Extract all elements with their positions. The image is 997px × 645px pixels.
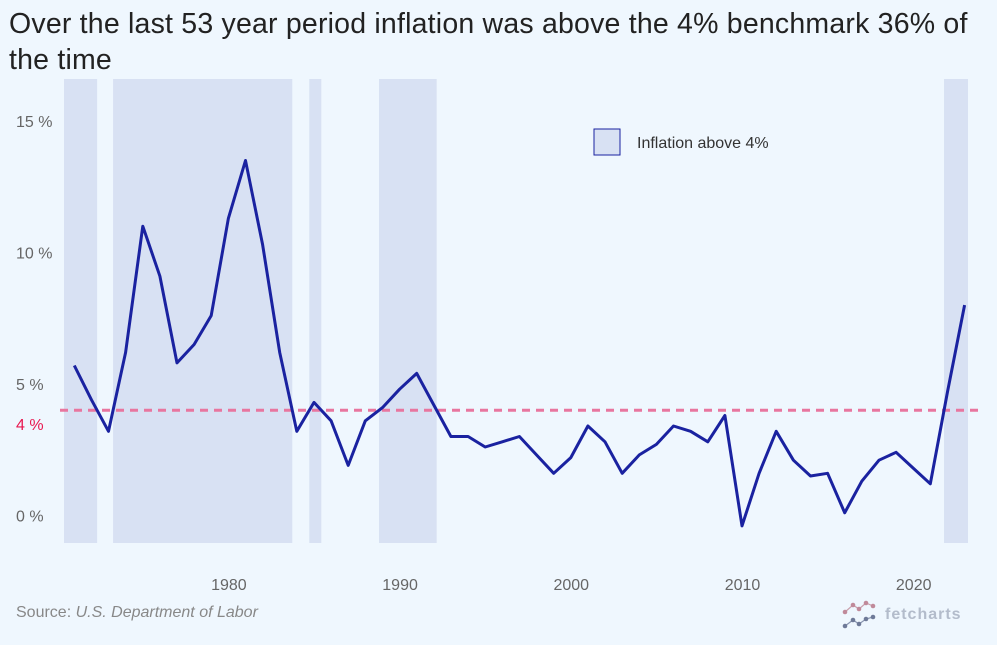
legend-swatch — [593, 128, 621, 156]
above-benchmark-band — [944, 79, 968, 543]
above-benchmark-band — [64, 79, 98, 543]
y-tick-label: 15 % — [16, 114, 52, 131]
y-tick-label: 10 % — [16, 246, 52, 263]
x-tick-label: 2000 — [553, 577, 589, 594]
fetcharts-logo: fetcharts — [842, 600, 962, 630]
above-benchmark-band — [379, 79, 437, 543]
above-benchmark-band — [309, 79, 322, 543]
legend: Inflation above 4% — [593, 128, 769, 156]
chart-title: Over the last 53 year period inflation w… — [9, 8, 968, 76]
source-name: U.S. Department of Labor — [75, 604, 258, 621]
legend-label: Inflation above 4% — [637, 135, 769, 152]
source-note: Source: U.S. Department of Labor — [16, 604, 258, 622]
logo-text: fetcharts — [885, 606, 962, 623]
y-axis-ticks: 0 % 5 % 10 % 15 % — [16, 114, 52, 525]
x-axis-ticks: 1980 1990 2000 2010 2020 — [211, 577, 932, 594]
above-benchmark-band — [113, 79, 293, 543]
x-tick-label: 1980 — [211, 577, 247, 594]
above-benchmark-bands — [64, 79, 968, 543]
source-prefix: Source: — [16, 604, 76, 621]
y-tick-label: 5 % — [16, 377, 44, 394]
x-tick-label: 2020 — [896, 577, 932, 594]
x-tick-label: 2010 — [725, 577, 761, 594]
x-tick-label: 1990 — [382, 577, 418, 594]
inflation-line — [72, 159, 967, 528]
benchmark-label: 4 % — [16, 417, 44, 434]
logo-icon — [842, 600, 876, 629]
y-tick-label: 0 % — [16, 508, 44, 525]
